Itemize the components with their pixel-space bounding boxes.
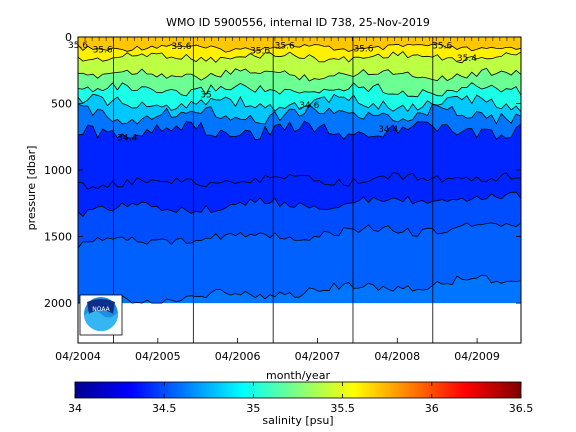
salinity-band — [78, 104, 521, 140]
x-tick-label: 04/2004 — [55, 350, 101, 363]
logo-text: NOAA — [92, 306, 110, 313]
salinity-band — [78, 121, 521, 190]
contour-line — [78, 103, 521, 125]
contour-label: 34.6 — [299, 101, 319, 111]
y-tick-label: 2000 — [44, 297, 72, 310]
salinity-band — [78, 43, 521, 63]
x-tick-label: 04/2009 — [454, 350, 500, 363]
chart-title: WMO ID 5900556, internal ID 738, 25-Nov-… — [166, 16, 430, 29]
contour-label: 35.4 — [457, 54, 477, 64]
colorbar-label: salinity [psu] — [262, 414, 333, 427]
contour-line — [78, 274, 521, 304]
salinity-band — [78, 192, 521, 248]
salinity-band — [78, 172, 521, 217]
contour-line — [78, 172, 521, 190]
y-tick-label: 500 — [51, 98, 72, 111]
contour-label: 35.6 — [171, 42, 191, 52]
contour-line — [78, 67, 521, 82]
contour-line — [78, 43, 521, 53]
contour-label: 34.4 — [117, 134, 137, 144]
y-tick-label: 1500 — [44, 231, 72, 244]
contour-line — [78, 93, 521, 113]
contour-label: 35.6 — [93, 45, 113, 55]
salinity-band — [78, 222, 521, 304]
contour-line — [78, 222, 521, 249]
contour-label: 35 — [200, 91, 211, 101]
y-axis: 0 500 1000 1500 2000 — [44, 31, 521, 310]
x-tick-label: 04/2007 — [295, 350, 341, 363]
year-marker-lines — [113, 37, 434, 343]
contour-label: 35.6 — [353, 45, 373, 55]
colorbar-tick-label: 35.5 — [330, 402, 355, 415]
y-tick-label: 0 — [65, 31, 72, 44]
colorbar-tick-label: 35 — [246, 402, 260, 415]
contour-line — [78, 51, 521, 64]
contour-label: 35.6 — [275, 42, 295, 52]
salinity-field — [78, 37, 521, 343]
contour-label: 34.4 — [378, 125, 398, 135]
salinity-band — [78, 51, 521, 81]
contour-label: 35.6 — [432, 41, 452, 51]
colorbar-axis: 34 34.5 35 35.5 36 36.5 — [68, 382, 533, 415]
noaa-logo: NOAA — [79, 294, 123, 336]
colorbar-tick-label: 34 — [68, 402, 82, 415]
colorbar-tick-label: 36.5 — [509, 402, 534, 415]
x-tick-label: 04/2006 — [215, 350, 261, 363]
contour-lines — [78, 43, 521, 304]
y-axis-label: pressure [dbar] — [25, 146, 38, 231]
x-axis: 04/2004 04/2005 04/2006 04/2007 04/2008 04/20… — [55, 37, 522, 363]
y-tick-label: 1000 — [44, 164, 72, 177]
salinity-band — [78, 68, 521, 97]
colorbar-tick-label: 36 — [425, 402, 439, 415]
colorbar-tick-label: 34.5 — [152, 402, 177, 415]
salinity-band — [78, 37, 521, 53]
x-tick-label: 04/2005 — [135, 350, 181, 363]
contour-line — [78, 120, 521, 141]
salinity-band — [78, 94, 521, 124]
colorbar — [74, 381, 522, 399]
contour-line — [78, 191, 521, 218]
x-tick-label: 04/2008 — [374, 350, 420, 363]
contour-label: 35.6 — [250, 46, 270, 56]
x-axis-label: month/year — [266, 369, 330, 382]
contour-line — [78, 82, 521, 98]
plot-frame — [77, 36, 522, 344]
